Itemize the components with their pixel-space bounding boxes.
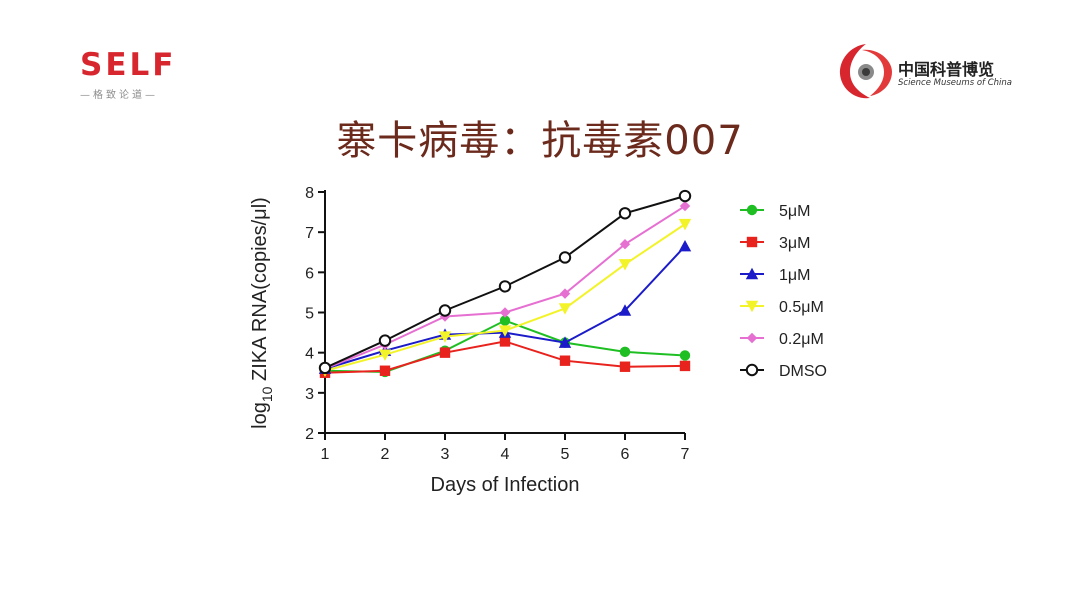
legend-marker [745, 267, 759, 280]
data-point [678, 240, 692, 252]
data-point [679, 200, 691, 212]
data-point [678, 218, 692, 231]
y-tick-label: 2 [305, 426, 314, 443]
y-tick-label: 3 [305, 386, 314, 403]
data-point [558, 336, 572, 348]
legend-item: 0.2μM [740, 331, 824, 348]
chart-legend: 5μM 3μM 1μM 0.5μM 0.2μM DMSO [740, 203, 827, 380]
x-tick-label: 4 [501, 446, 510, 463]
data-point [498, 325, 512, 337]
x-tick-label: 1 [321, 446, 330, 463]
self-logo: SELF —格致论道— [80, 48, 195, 106]
series-2 [318, 240, 692, 374]
series-5 [318, 189, 692, 375]
self-logo-word: SELF [80, 47, 177, 83]
x-tick-label: 3 [441, 446, 450, 463]
y-tick-label: 7 [305, 225, 314, 242]
legend-label: 0.2μM [779, 331, 824, 348]
data-point [439, 347, 451, 358]
data-point [499, 307, 511, 318]
data-point [618, 259, 632, 271]
data-point [618, 304, 632, 316]
legend-item: 3μM [740, 235, 810, 252]
legend-marker [746, 204, 758, 216]
museum-name-cn: 中国科普博览 [898, 60, 995, 79]
data-point [438, 331, 452, 343]
legend-item: 1μM [740, 267, 810, 284]
x-tick-label: 5 [561, 446, 570, 463]
self-logo-tagline: —格致论道— [80, 90, 158, 101]
y-tick-label: 6 [305, 265, 314, 282]
data-point [318, 361, 332, 375]
y-axis-title-prefix: log [249, 402, 271, 429]
data-point [438, 304, 452, 317]
data-point [619, 361, 631, 372]
legend-marker [745, 363, 759, 377]
data-point [558, 303, 572, 315]
data-point [678, 189, 692, 203]
data-point [559, 288, 571, 299]
x-tick-label: 7 [681, 446, 690, 463]
legend-label: 1μM [779, 267, 810, 284]
chart-series-layer [318, 189, 692, 378]
legend-item: DMSO [740, 363, 827, 380]
slide-title: 寨卡病毒：抗毒素007 [336, 118, 744, 164]
legend-item: 0.5μM [740, 299, 824, 316]
y-tick-label: 5 [305, 306, 314, 323]
y-axis-title: log10 ZIKA RNA(copies/μl) [249, 197, 275, 429]
legend-label: DMSO [779, 363, 827, 380]
data-point [378, 334, 392, 347]
data-point [499, 315, 511, 326]
legend-marker [745, 300, 759, 313]
museum-name-en: Science Museums of China [898, 78, 1013, 88]
data-point [558, 251, 572, 264]
data-point [379, 365, 391, 376]
data-point [619, 239, 631, 250]
data-point [498, 280, 512, 293]
y-tick-label: 8 [305, 185, 314, 202]
x-tick-label: 2 [381, 446, 390, 463]
legend-label: 5μM [779, 203, 810, 220]
legend-item: 5μM [740, 203, 810, 220]
legend-marker [746, 332, 758, 344]
x-axis-title: Days of Infection [431, 474, 580, 496]
museum-logo: 中国科普博览 Science Museums of China [836, 40, 1036, 104]
y-axis-title-subscript: 10 [259, 386, 275, 402]
legend-marker [746, 236, 758, 248]
data-point [619, 346, 631, 358]
legend-label: 0.5μM [779, 299, 824, 316]
legend-label: 3μM [779, 235, 810, 252]
data-point [679, 350, 691, 361]
data-point [378, 349, 392, 361]
x-tick-label: 6 [621, 446, 630, 463]
series-line [324, 223, 686, 372]
museum-eye-icon [839, 44, 892, 99]
y-axis-title-suffix: ZIKA RNA(copies/μl) [249, 197, 271, 386]
y-tick-label: 4 [305, 346, 314, 363]
data-point [499, 336, 511, 347]
data-point [618, 207, 632, 220]
data-point [559, 355, 571, 366]
data-point [679, 360, 691, 372]
